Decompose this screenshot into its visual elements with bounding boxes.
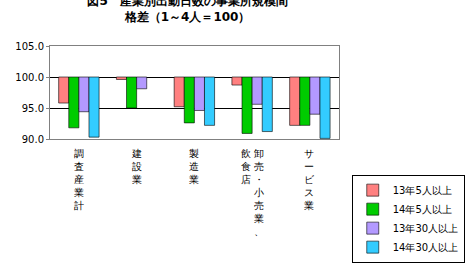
svg-text:13年5人以上: 13年5人以上	[393, 185, 452, 196]
svg-text:100.0: 100.0	[15, 72, 44, 83]
svg-text:14年5人以上: 14年5人以上	[393, 204, 452, 215]
svg-text:105.0: 105.0	[15, 41, 44, 52]
svg-text:90.0: 90.0	[22, 134, 44, 145]
svg-text:13年30人以上: 13年30人以上	[393, 223, 458, 234]
svg-text:建設業: 建設業	[131, 148, 142, 185]
svg-text:14年30人以上: 14年30人以上	[393, 242, 458, 253]
svg-text:製造業: 製造業	[189, 148, 199, 185]
svg-text:調査産業計: 調査産業計	[74, 148, 84, 211]
svg-text:飲食店: 飲食店	[241, 148, 251, 185]
svg-text:サービス業: サービス業	[304, 148, 315, 211]
svg-text:卸売・小売業、: 卸売・小売業、	[254, 148, 264, 237]
svg-text:図5 産業別出勤日数の事業所規模間格差（1～4人＝100）: 図5 産業別出勤日数の事業所規模間格差（1～4人＝100）	[87, 0, 287, 24]
svg-text:95.0: 95.0	[22, 103, 44, 114]
